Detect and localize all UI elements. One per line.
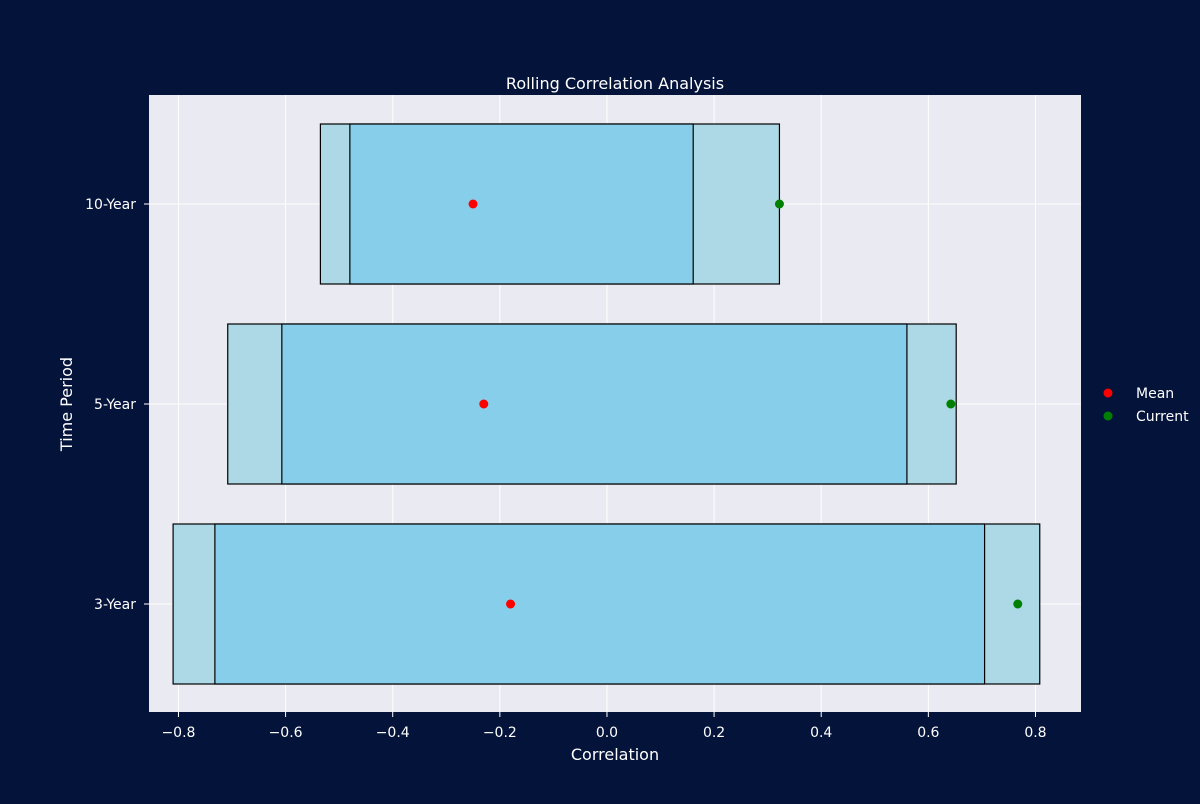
x-tick-label: −0.4: [376, 725, 410, 741]
current-point: [774, 199, 784, 209]
current-point: [946, 399, 956, 409]
x-tick-label: 0.4: [810, 725, 832, 741]
legend-current-marker: [1103, 411, 1113, 421]
mean-point: [506, 599, 516, 609]
mean-point: [468, 199, 478, 209]
x-tick-label: −0.2: [483, 725, 517, 741]
inner-range-bar: [349, 123, 694, 285]
x-tick-label: 0.2: [703, 725, 725, 741]
y-axis-label: Time Period: [57, 357, 76, 452]
points-layer: [468, 199, 1023, 609]
legend: Mean Current: [1103, 386, 1189, 425]
y-tick-label: 10-Year: [85, 197, 136, 213]
x-tick-label: −0.8: [161, 725, 195, 741]
axes-layer: −0.8 −0.6 −0.4 −0.2 0.0 0.2 0.4 0.6 0.8 3-Year 5-Y…: [85, 197, 1046, 741]
y-tick-label: 3-Year: [94, 597, 136, 613]
x-tick-label: 0.8: [1024, 725, 1046, 741]
bars-layer: [172, 123, 1041, 685]
chart-title: Rolling Correlation Analysis: [506, 74, 724, 93]
x-tick-label: 0.0: [596, 725, 618, 741]
legend-mean-label: Mean: [1136, 386, 1174, 402]
inner-range-bar: [281, 323, 908, 485]
x-axis-label: Correlation: [571, 745, 659, 764]
x-tick-label: 0.6: [917, 725, 939, 741]
mean-point: [479, 399, 489, 409]
legend-mean-marker: [1103, 388, 1113, 398]
inner-range-bar: [214, 523, 986, 685]
legend-current-label: Current: [1136, 409, 1189, 425]
current-point: [1013, 599, 1023, 609]
y-tick-label: 5-Year: [94, 397, 136, 413]
x-tick-label: −0.6: [269, 725, 303, 741]
